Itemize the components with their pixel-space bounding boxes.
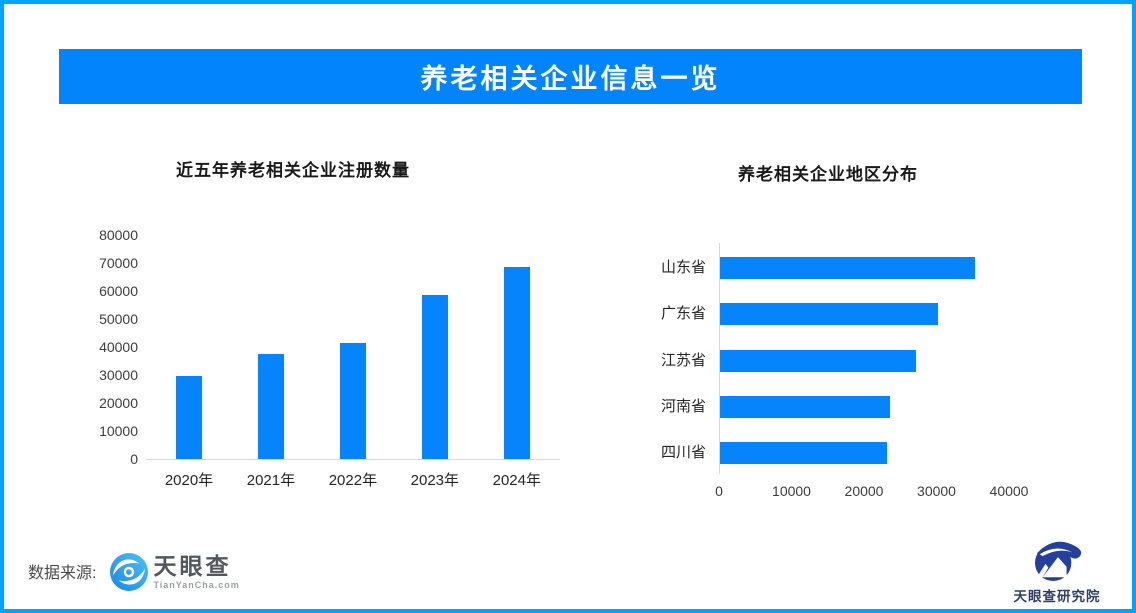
bar-2021年 xyxy=(257,354,284,459)
y-axis-tick-label: 70000 xyxy=(99,255,138,271)
page-title: 养老相关企业信息一览 xyxy=(420,64,721,94)
right-chart-title: 养老相关企业地区分布 xyxy=(738,165,918,184)
y-axis-tick-label: 10000 xyxy=(99,423,138,439)
y-axis-line xyxy=(719,243,720,474)
y-axis-tick-label: 30000 xyxy=(99,367,138,383)
y-axis-tick-label: 80000 xyxy=(99,227,138,243)
y-axis-category-label: 江苏省 xyxy=(660,351,706,369)
data-source: 数据来源: 天眼查 TianYanCha.com xyxy=(28,553,240,595)
bar-广东省 xyxy=(720,303,939,326)
research-institute-icon xyxy=(1035,541,1082,582)
x-axis-category-label: 2022年 xyxy=(328,472,378,489)
data-source-label: 数据来源: xyxy=(28,565,97,582)
y-axis-tick-label: 0 xyxy=(130,451,138,467)
y-axis-tick-label: 20000 xyxy=(99,395,138,411)
bar-2022年 xyxy=(339,342,366,459)
y-axis-category-label: 广东省 xyxy=(660,305,706,323)
research-institute-label: 天眼查研究院 xyxy=(1013,589,1101,604)
tianyancha-logo-texts: 天眼查 TianYanCha.com xyxy=(153,554,239,590)
tianyancha-logo-domain: TianYanCha.com xyxy=(153,580,240,590)
y-axis-category-label: 山东省 xyxy=(660,259,706,276)
y-axis-tick-label: 40000 xyxy=(99,339,138,355)
bar-2023年 xyxy=(421,295,448,459)
tianyancha-logo-name: 天眼查 xyxy=(153,553,232,579)
tianyancha-logo: 天眼查 TianYanCha.com xyxy=(110,553,239,591)
x-axis-tick-label: 20000 xyxy=(844,483,884,499)
x-axis-category-label: 2021年 xyxy=(246,472,296,489)
y-axis-category-label: 四川省 xyxy=(660,444,706,461)
x-axis-tick-label: 0 xyxy=(715,483,723,499)
x-axis-tick-label: 30000 xyxy=(917,483,956,499)
x-axis-line xyxy=(146,459,560,460)
y-axis-tick-label: 50000 xyxy=(99,311,138,327)
tianyancha-logo-icon xyxy=(110,553,149,591)
left-chart-title: 近五年养老相关企业注册数量 xyxy=(176,161,410,180)
bar-山东省 xyxy=(720,257,976,279)
x-axis-category-label: 2020年 xyxy=(164,472,214,489)
bar-江苏省 xyxy=(720,349,916,372)
bar-2020年 xyxy=(176,376,202,459)
bar-四川省 xyxy=(720,442,887,464)
y-axis-tick-label: 60000 xyxy=(99,283,138,299)
research-institute-logo: 天眼查研究院 xyxy=(1002,538,1112,605)
x-axis-tick-label: 10000 xyxy=(772,483,811,499)
regions-bar-chart: 山东省广东省江苏省河南省四川省 0 10000 20000 30000 40000 xyxy=(630,235,1114,510)
title-banner: 养老相关企业信息一览 xyxy=(59,49,1082,104)
x-axis-category-label: 2023年 xyxy=(410,472,460,489)
x-axis-category-label: 2024年 xyxy=(492,472,541,489)
registrations-bar-chart: 0 10000 20000 30000 40000 50000 60000 70000 8000… xyxy=(88,215,584,505)
bar-河南省 xyxy=(720,395,891,418)
y-axis-category-label: 河南省 xyxy=(660,397,706,415)
bar-2024年 xyxy=(503,267,530,459)
x-axis-tick-label: 40000 xyxy=(989,483,1029,499)
